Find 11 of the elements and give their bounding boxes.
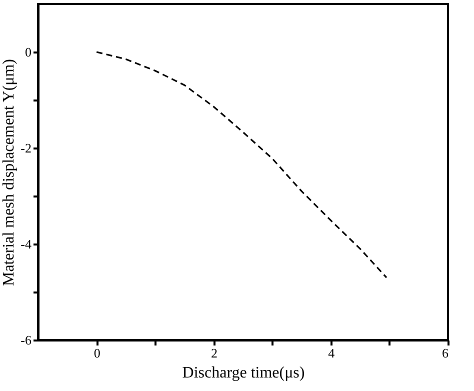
line-series (96, 51, 388, 278)
y-axis-title: Material mesh displacement Y(μm) (0, 58, 18, 286)
y-tick-label: -2 (20, 140, 32, 156)
x-tick-label: 2 (210, 346, 218, 360)
x-tick-label: 4 (328, 346, 336, 360)
y-tick-label: -6 (20, 332, 32, 348)
x-tick-label: 6 (442, 346, 449, 360)
y-tick-label: 0 (25, 44, 32, 60)
x-axis-title: Discharge time(μs) (182, 364, 305, 382)
x-tick-label: 0 (94, 346, 100, 360)
y-tick-label: -4 (20, 236, 32, 252)
